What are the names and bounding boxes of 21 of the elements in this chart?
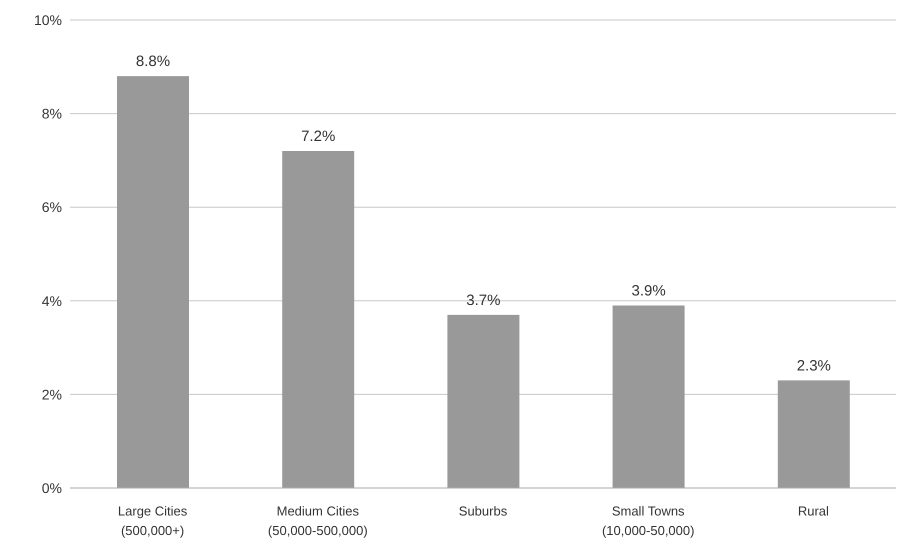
bar	[282, 151, 354, 488]
y-tick-label: 0%	[42, 480, 62, 496]
x-tick-label: Large Cities (500,000+)	[118, 504, 188, 538]
x-tick-label: Suburbs	[458, 504, 508, 519]
bar	[447, 314, 520, 488]
data-label: 8.8%	[136, 53, 170, 70]
bar	[612, 305, 685, 488]
y-tick-label: 4%	[42, 292, 62, 309]
data-label: 7.2%	[301, 128, 336, 146]
x-tick-label: Medium Cities (50,000-500,000)	[268, 504, 368, 538]
data-label: 3.7%	[466, 292, 500, 309]
y-tick-label: 2%	[42, 386, 62, 402]
y-tick-label: 6%	[42, 199, 62, 216]
y-tick-label: 8%	[42, 106, 62, 122]
data-label: 2.3%	[796, 357, 831, 374]
x-tick-label: Rural	[798, 504, 830, 519]
bar	[117, 76, 189, 488]
bar	[778, 380, 850, 488]
data-label: 3.9%	[632, 282, 666, 300]
y-tick-label: 10%	[34, 12, 62, 28]
x-tick-label: Small Towns (10,000-50,000)	[602, 504, 694, 538]
